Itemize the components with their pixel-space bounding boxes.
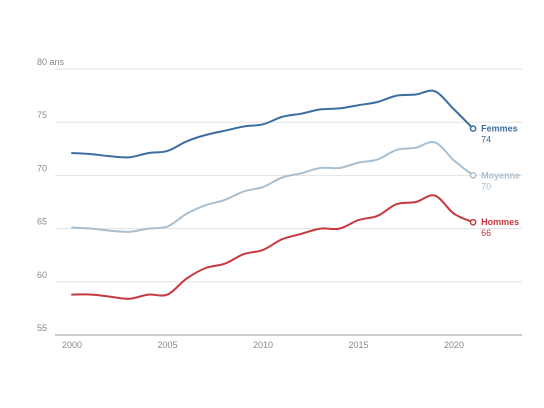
x-axis-ticks: 2000 2005 2010 2015 2020 [62, 340, 464, 350]
series-end-value-femmes: 74 [481, 135, 491, 145]
x-tick-label: 2020 [444, 340, 464, 350]
y-tick-label: 65 [37, 217, 47, 227]
series-line-moyenne [71, 140, 475, 233]
series-label-femmes: Femmes [481, 124, 518, 134]
y-tick-label: 60 [37, 270, 47, 280]
series-end-value-moyenne: 70 [481, 181, 491, 191]
y-tick-label: 70 [37, 163, 47, 173]
y-tick-label: 80 ans [37, 57, 65, 67]
series-label-hommes: Hommes [481, 217, 519, 227]
series-end-marker-femmes [469, 125, 477, 132]
y-tick-label: 55 [37, 323, 47, 333]
x-tick-label: 2015 [348, 340, 368, 350]
series-end-value-hommes: 66 [481, 228, 491, 238]
x-tick-label: 2010 [253, 340, 273, 350]
x-tick-label: 2005 [157, 340, 177, 350]
series-end-marker-moyenne [469, 172, 477, 179]
series-line-hommes [71, 194, 475, 300]
series-end-marker-hommes [469, 218, 477, 226]
series-lines [71, 89, 477, 300]
x-tick-label: 2000 [62, 340, 82, 350]
y-tick-label: 75 [37, 110, 47, 120]
gridlines [55, 68, 522, 336]
series-line-femmes [71, 89, 475, 159]
y-axis-ticks: 80 ans 75 70 65 60 55 [37, 57, 65, 333]
series-label-moyenne: Moyenne [481, 170, 520, 180]
